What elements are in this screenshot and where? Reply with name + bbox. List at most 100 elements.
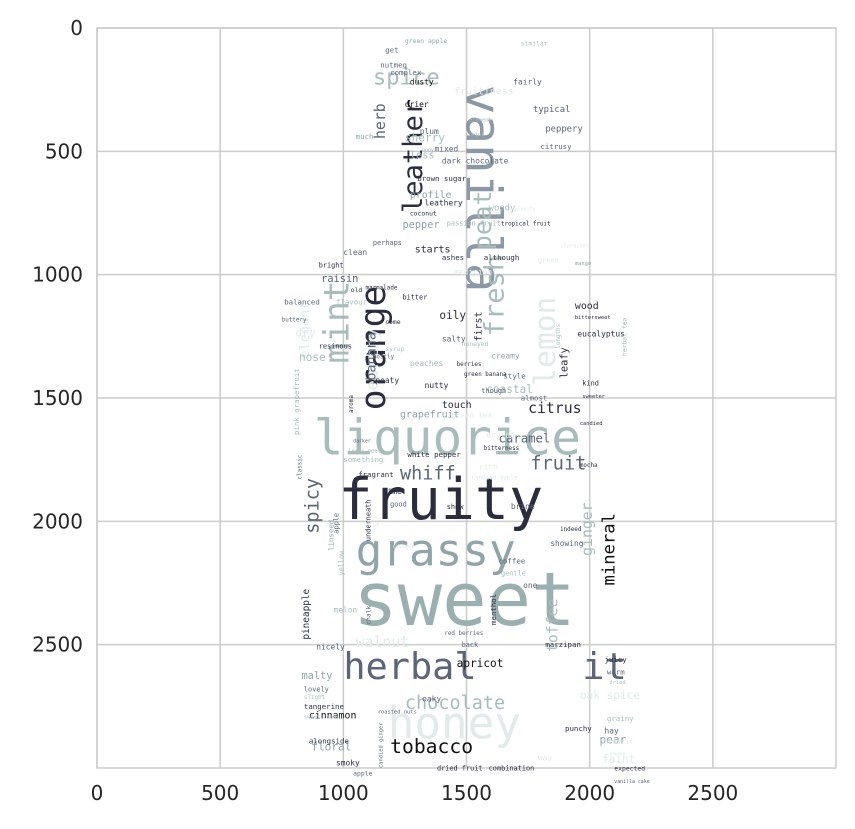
x-axis-ticks: 0 500 1000 1500 2000 2500 xyxy=(91,781,739,805)
word-99: syrup xyxy=(385,345,404,353)
word-133: indeed xyxy=(560,527,581,533)
word-68: much xyxy=(356,132,374,141)
word-132: yellow xyxy=(337,550,345,576)
word-141: chalk xyxy=(364,605,372,624)
grid-lines xyxy=(96,27,836,768)
word-164: dried fruit xyxy=(437,764,483,772)
word-55: woody xyxy=(489,204,516,214)
word-126: good xyxy=(390,501,407,509)
word-170: element xyxy=(469,118,492,124)
word-70: brown sugar xyxy=(417,174,466,183)
word-24: citrus xyxy=(528,400,581,417)
word-78: bright xyxy=(319,261,344,269)
word-94: buttery xyxy=(282,318,307,324)
word-122: mocha xyxy=(580,463,598,469)
word-97: lengths xyxy=(556,324,562,349)
word-140: melon xyxy=(333,606,357,615)
y-tick-label: 1000 xyxy=(32,263,83,287)
y-tick-label: 2000 xyxy=(32,509,83,533)
word-117: lemon peel xyxy=(348,448,380,454)
word-131: linseed xyxy=(327,520,336,551)
word-130: apple xyxy=(332,513,340,534)
word-83: mango xyxy=(575,261,591,267)
word-138: gentle xyxy=(501,570,526,578)
x-tick-label: 0 xyxy=(91,781,104,805)
word-87: balanced xyxy=(284,297,320,306)
word-0: sweet xyxy=(353,557,575,643)
word-10: fresh xyxy=(480,255,511,337)
word-173: complexity xyxy=(506,207,535,213)
word-139: one xyxy=(523,581,538,590)
word-37: first xyxy=(473,312,484,342)
word-36: oily xyxy=(439,309,466,322)
word-30: sherry xyxy=(405,131,445,144)
word-109: almost xyxy=(521,393,548,402)
word-77: perhaps xyxy=(373,239,402,247)
word-152: tangerine xyxy=(304,702,345,711)
word-116: bitterness xyxy=(484,446,519,452)
word-52: dry xyxy=(295,326,315,339)
word-14: spice xyxy=(373,65,440,91)
word-23: fruit xyxy=(531,454,587,475)
word-35: starts xyxy=(415,244,451,255)
word-104: style xyxy=(503,371,526,380)
word-64: nutmeg xyxy=(380,60,407,69)
word-13: it xyxy=(582,645,626,688)
word-134: showing xyxy=(550,539,584,548)
word-74: tropical fruit xyxy=(501,221,551,227)
word-142: menthol xyxy=(489,594,498,625)
word-111: aroma xyxy=(349,395,355,413)
word-32: less xyxy=(410,150,435,162)
y-axis-ticks: 0 500 1000 1500 2000 2500 xyxy=(32,16,83,657)
word-63: get xyxy=(385,46,398,55)
word-44: oak spice xyxy=(580,689,640,702)
word-38: wood xyxy=(575,301,599,312)
y-tick-label: 1500 xyxy=(32,386,83,410)
word-98: herbal tea xyxy=(621,317,629,356)
word-43: apricot xyxy=(457,657,504,670)
word-169: vanilla cake xyxy=(614,779,649,785)
word-61: dusty xyxy=(410,78,434,87)
word-27: walnut xyxy=(356,634,409,651)
word-48: floral xyxy=(311,741,351,754)
word-160: alongside xyxy=(309,736,350,745)
word-58: mixed xyxy=(434,144,458,153)
word-121: candied apple xyxy=(471,475,518,481)
word-157: hay xyxy=(604,726,619,735)
word-39: coastal xyxy=(486,383,533,396)
word-167: expected xyxy=(614,764,645,772)
word-12: peat xyxy=(468,191,497,250)
word-5: herbal xyxy=(343,645,476,688)
x-tick-label: 500 xyxy=(201,781,239,805)
word-15: earthy xyxy=(363,328,383,390)
x-tick-label: 1500 xyxy=(441,781,492,805)
word-50: faint xyxy=(602,753,635,766)
word-128: brine xyxy=(511,502,535,511)
word-4: grassy xyxy=(356,526,516,577)
word-120: rich xyxy=(479,463,498,472)
word-9: mint xyxy=(317,280,357,363)
word-129: underneath xyxy=(364,500,372,541)
word-20: ginger xyxy=(579,502,596,556)
word-168: smoky xyxy=(609,752,626,758)
word-89: bittersweet xyxy=(575,315,611,321)
word-82: green xyxy=(538,256,559,264)
word-69: citrusy xyxy=(540,142,572,151)
word-90: eucalyptus xyxy=(577,329,625,338)
word-151: slight xyxy=(304,695,325,701)
word-22: whiff xyxy=(400,463,456,484)
word-174: darker xyxy=(353,438,371,444)
word-92: honeyed xyxy=(462,340,489,348)
word-143: red berries xyxy=(444,631,483,637)
word-112: pink grapefruit xyxy=(292,368,301,435)
word-96: creamy xyxy=(491,352,520,361)
word-45: pineapple xyxy=(301,588,312,639)
word-60: drier xyxy=(405,100,429,109)
word-49: pear xyxy=(600,733,627,746)
word-18: spicy xyxy=(303,478,324,534)
word-7: orange xyxy=(354,286,394,411)
word-91: salty xyxy=(442,334,466,343)
word-124: fragrant xyxy=(358,470,394,479)
x-tick-label: 1000 xyxy=(318,781,369,805)
word-150: lovely xyxy=(304,686,329,694)
